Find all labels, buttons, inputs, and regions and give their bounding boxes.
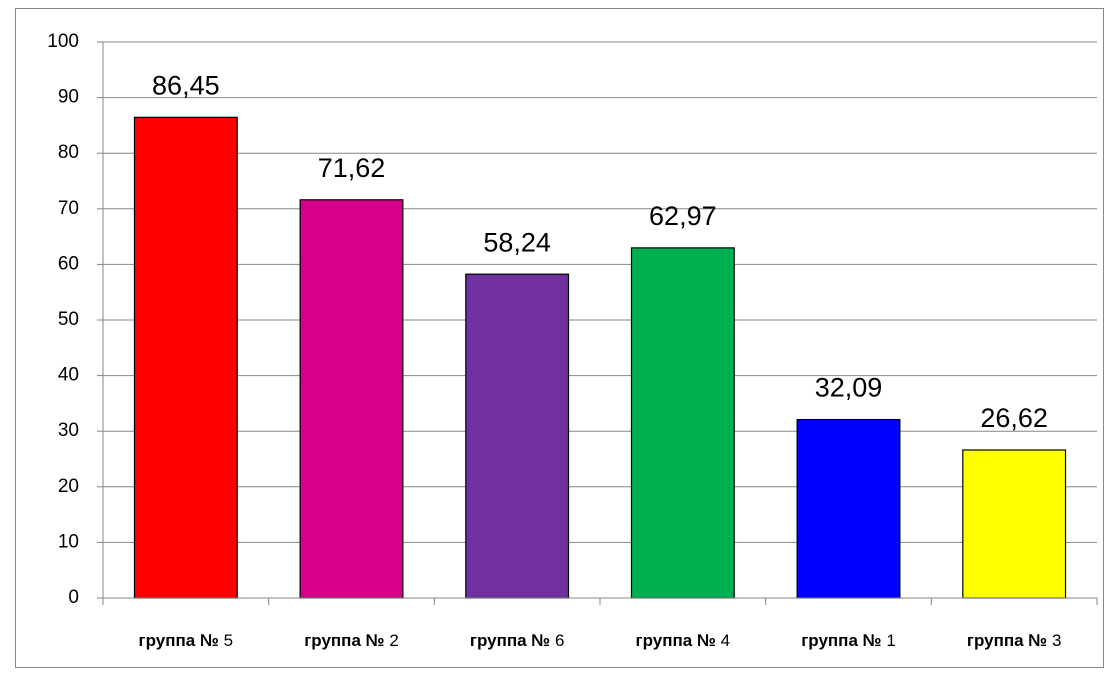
x-tick-label: группа № 3 bbox=[967, 631, 1062, 650]
bar bbox=[962, 449, 1067, 599]
bar bbox=[796, 418, 901, 599]
bar bbox=[133, 116, 238, 599]
x-tick-label: группа № 5 bbox=[139, 631, 234, 650]
y-tick-label: 100 bbox=[47, 31, 79, 52]
y-tick-label: 80 bbox=[58, 142, 79, 163]
x-tick-label: группа № 1 bbox=[801, 631, 896, 650]
data-label: 58,24 bbox=[483, 227, 551, 257]
data-label: 86,45 bbox=[152, 70, 220, 100]
x-tick-label: группа № 4 bbox=[636, 631, 731, 650]
y-tick-label: 0 bbox=[68, 587, 79, 608]
data-label: 71,62 bbox=[318, 153, 386, 183]
y-tick-label: 50 bbox=[58, 309, 79, 330]
data-label: 62,97 bbox=[649, 201, 717, 231]
x-tick-label: группа № 6 bbox=[470, 631, 565, 650]
y-tick-label: 70 bbox=[58, 198, 79, 219]
data-label: 32,09 bbox=[815, 373, 883, 403]
y-tick-label: 40 bbox=[58, 365, 79, 386]
y-tick-label: 60 bbox=[58, 253, 79, 274]
bar bbox=[465, 273, 570, 599]
data-label: 26,62 bbox=[980, 403, 1048, 433]
y-tick-label: 90 bbox=[58, 87, 79, 108]
y-tick-label: 30 bbox=[58, 420, 79, 441]
y-tick-label: 10 bbox=[58, 531, 79, 552]
bar bbox=[299, 199, 404, 599]
x-tick-label: группа № 2 bbox=[304, 631, 399, 650]
bar bbox=[630, 247, 735, 599]
y-tick-label: 20 bbox=[58, 476, 79, 497]
